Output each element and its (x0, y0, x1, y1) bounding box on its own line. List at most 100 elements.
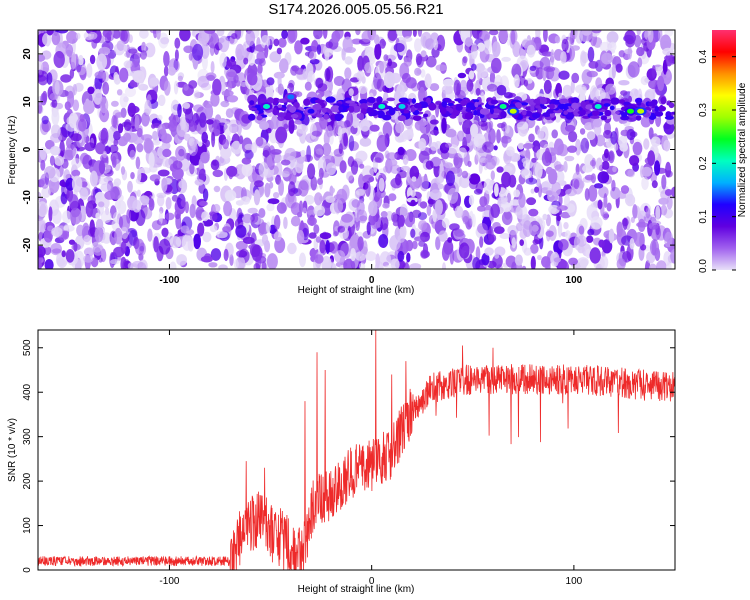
spectrogram-cell (426, 55, 437, 68)
spectrogram-cell (165, 197, 172, 210)
spectrogram-cell (277, 104, 283, 108)
spectrogram-cell (359, 137, 372, 147)
spectrogram-cell (476, 42, 486, 52)
spectrogram-cell (151, 220, 162, 231)
spectrogram-cell (558, 239, 569, 251)
spectrogram-cell (379, 61, 385, 74)
spectrogram-cell (136, 143, 144, 153)
spectrogram-cell (578, 225, 585, 235)
spectrogram-cell (535, 67, 545, 80)
spectrogram-cell (188, 80, 198, 89)
spectrogram-cell (132, 199, 142, 213)
spectrogram-cell (489, 70, 496, 86)
spectrogram-cell (441, 84, 454, 95)
spectrogram-cell (49, 92, 58, 101)
spectrogram-cell (202, 231, 212, 243)
spectrogram-cell (613, 143, 619, 151)
spectrogram-cell (542, 213, 548, 220)
spectrogram-cell (69, 194, 79, 211)
spectrogram-cell (266, 253, 278, 269)
spectrogram-cell (510, 30, 516, 45)
spectrogram-cell (523, 247, 532, 256)
spectrogram-cell (365, 251, 377, 262)
spectrogram-cell (479, 259, 486, 266)
spectrogram-cell (359, 98, 369, 105)
spectrogram-cell (564, 193, 570, 210)
spectrogram-cell (213, 44, 220, 55)
spectrogram-cell (254, 110, 259, 114)
spectrogram-cell (621, 218, 629, 227)
spectrogram-cell (163, 80, 171, 96)
spectrogram-cell (588, 61, 599, 69)
spectrogram-cell (249, 100, 255, 106)
spectrogram-cell (506, 146, 515, 157)
spectrogram-cell (244, 149, 254, 160)
spectrogram-cell (499, 233, 511, 239)
spectrogram-cell (489, 108, 494, 114)
spectrogram-cell (157, 194, 165, 207)
spectrogram-cell (547, 108, 555, 114)
spectrogram-cell (38, 258, 42, 269)
spectrogram-cell (521, 169, 533, 179)
spectrogram-cell (234, 30, 242, 40)
spectrogram-peak (398, 103, 406, 109)
spectrogram-cell (259, 58, 266, 67)
spectrogram-cell (532, 112, 541, 119)
spectrogram-cell (591, 30, 602, 34)
spectrogram-cell (429, 83, 440, 92)
spectrogram-cell (102, 30, 112, 38)
spectrogram-cell (109, 144, 119, 154)
spectrogram-cell (296, 123, 308, 134)
spectrogram-cell (187, 237, 194, 252)
spectrogram-cell (604, 109, 612, 117)
spectrogram-cell (235, 240, 248, 251)
spectrogram-cell (570, 97, 580, 105)
spectrogram-cell (209, 211, 218, 222)
spectrogram-cell (348, 105, 355, 113)
colorbar: 0.0 0.1 0.2 0.3 0.4 Normalized spectral ampl… (698, 30, 748, 273)
spectrogram-cell (397, 115, 407, 122)
spectrogram-cell (535, 105, 541, 109)
spectrogram-cell (105, 206, 110, 216)
spectrogram-cell (330, 187, 336, 194)
spectrogram-cell (526, 44, 536, 58)
snr-y-tick-label: 400 (22, 383, 33, 400)
spectrogram-cell (595, 157, 603, 171)
spectrogram-cell (523, 143, 534, 149)
spectrogram-cell (147, 228, 153, 242)
spectrogram-cell (482, 141, 495, 153)
spectrogram-cell (148, 198, 154, 208)
spectrogram-cell (226, 95, 239, 103)
spectrogram-y-tick-label: -10 (22, 190, 33, 205)
spectrogram-cell (402, 129, 414, 140)
spectrogram-cell (545, 230, 554, 237)
spectrogram-cell (612, 166, 617, 173)
spectrogram-cell (365, 180, 371, 197)
spectrogram-cell (658, 197, 669, 205)
spectrogram-cell (292, 164, 297, 176)
spectrogram-cell (589, 159, 596, 167)
spectrogram-cell (534, 162, 543, 179)
spectrogram-cell (591, 110, 600, 116)
spectrogram-cell (144, 99, 152, 116)
spectrogram-cell (575, 139, 582, 156)
colorbar-label: Normalized spectral amplitude (737, 82, 748, 217)
spectrogram-cell (414, 120, 425, 131)
spectrogram-cell (39, 147, 47, 160)
spectrogram-cell (167, 66, 176, 76)
spectrogram-cell (663, 139, 671, 152)
spectrogram-cell (241, 213, 253, 224)
spectrogram-cell (359, 119, 371, 132)
spectrogram-cell (420, 50, 427, 58)
spectrogram-cell (573, 179, 580, 190)
spectrogram-cell (250, 213, 259, 223)
spectrogram-cell (134, 238, 145, 256)
spectrogram-y-tick-label: 20 (22, 48, 33, 60)
spectrogram-cell (379, 215, 389, 231)
spectrogram-cell (60, 191, 68, 205)
spectrogram-cell (449, 223, 460, 231)
spectrogram-cell (204, 30, 216, 34)
spectrogram-cell (139, 30, 149, 39)
spectrogram-cell (122, 132, 132, 142)
spectrogram-cell (491, 57, 502, 74)
